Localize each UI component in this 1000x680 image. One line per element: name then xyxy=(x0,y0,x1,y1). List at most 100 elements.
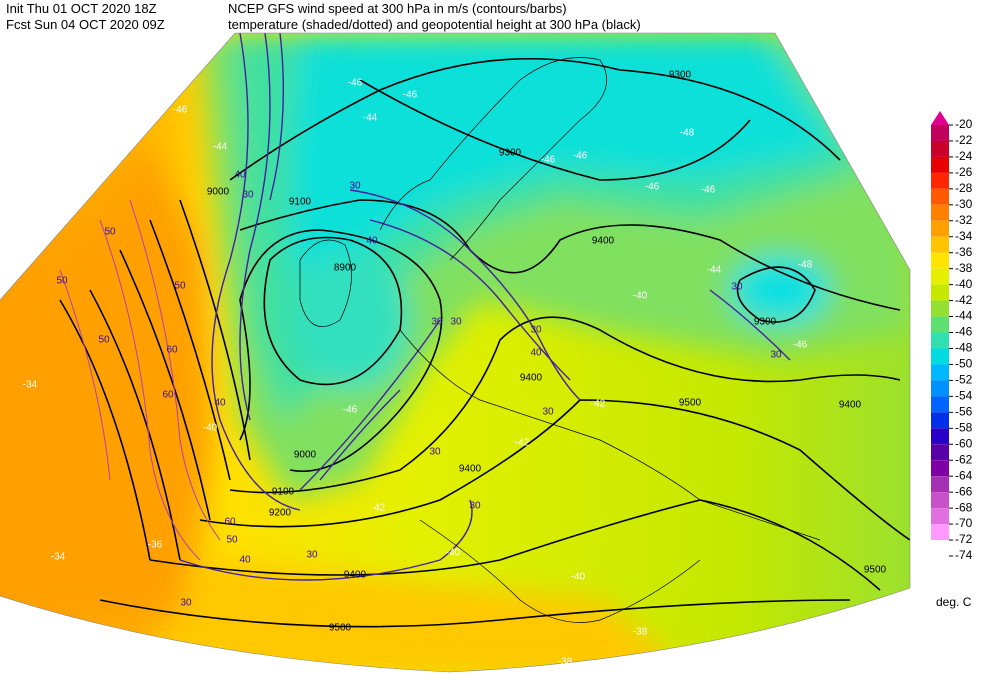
height-label: 9100 xyxy=(272,487,295,498)
temperature-label: -40 xyxy=(446,548,461,559)
colorbar-label: -44 xyxy=(955,309,973,323)
colorbar-label: -66 xyxy=(955,484,973,498)
colorbar-unit: deg. C xyxy=(936,595,972,609)
colorbar-box xyxy=(931,140,949,157)
colorbar-label: -28 xyxy=(955,181,973,195)
temperature-label: -46 xyxy=(173,105,188,116)
height-label: 9000 xyxy=(207,187,230,198)
temperature-label: -42 xyxy=(591,399,606,410)
colorbar-box xyxy=(931,236,949,253)
colorbar-box xyxy=(931,508,949,525)
temperature-label: -44 xyxy=(707,265,722,276)
colorbar-box xyxy=(931,252,949,269)
height-label: 9200 xyxy=(269,508,292,519)
colorbar-box xyxy=(931,316,949,333)
wind-label: 30 xyxy=(542,407,554,418)
temperature-label: -34 xyxy=(51,552,66,563)
colorbar-label: -30 xyxy=(955,197,973,211)
temperature-label: -48 xyxy=(798,260,813,271)
colorbar-box xyxy=(931,156,949,173)
colorbar-label: -36 xyxy=(955,245,973,259)
temperature-label: -46 xyxy=(348,78,363,89)
height-label: 9500 xyxy=(329,623,352,634)
colorbar-box xyxy=(931,172,949,189)
wind-contours xyxy=(179,33,791,581)
wind-label: 40 xyxy=(530,348,542,359)
colorbar-label: -70 xyxy=(955,516,973,530)
wind-label: 60 xyxy=(166,345,178,356)
colorbar-box xyxy=(931,364,949,381)
colorbar-label: -68 xyxy=(955,500,973,514)
wind-label: 30 xyxy=(349,181,361,192)
wind-label: 30 xyxy=(429,447,441,458)
wind-label: 30 xyxy=(242,190,254,201)
colorbar-label: -38 xyxy=(955,261,973,275)
temperature-label: -46 xyxy=(701,185,716,196)
map-area xyxy=(0,33,910,672)
temperature-label: -36 xyxy=(148,540,163,551)
colorbar-label: -42 xyxy=(955,293,973,307)
colorbar-label: -40 xyxy=(955,277,973,291)
colorbar-box xyxy=(931,444,949,461)
colorbar-box xyxy=(931,188,949,205)
colorbar-label: -46 xyxy=(955,325,973,339)
temperature-label: -42 xyxy=(371,503,386,514)
wind-contours-strong xyxy=(59,199,221,561)
temperature-label: -40 xyxy=(203,423,218,434)
init-time: Init Thu 01 OCT 2020 18Z xyxy=(6,1,157,16)
forecast-time: Fcst Sun 04 OCT 2020 09Z xyxy=(6,17,165,32)
colorbar-box xyxy=(931,125,949,141)
height-label: 9000 xyxy=(294,450,317,461)
wind-label: 30 xyxy=(731,282,743,293)
wind-label: 50 xyxy=(56,276,68,287)
temperature-label: -46 xyxy=(541,155,556,166)
colorbar-box xyxy=(931,476,949,493)
colorbar-label: -26 xyxy=(955,165,973,179)
height-label: 9400 xyxy=(520,373,543,384)
colorbar-label: -20 xyxy=(955,117,973,131)
colorbar-label: -32 xyxy=(955,213,973,227)
height-label: 9100 xyxy=(289,197,312,208)
temperature-label: -40 xyxy=(571,572,586,583)
colorbar-label: -48 xyxy=(955,341,973,355)
colorbar-label: -22 xyxy=(955,133,973,147)
colorbar-label: -74 xyxy=(955,548,973,562)
colorbar-box xyxy=(931,204,949,221)
map-labels: -46 -44 -46 -44 -46 -46 -46 -48 -46 -46 -44 -48 -46 -… xyxy=(23,70,887,668)
title-line-2: temperature (shaded/dotted) and geopoten… xyxy=(228,17,641,32)
wind-label: 30 xyxy=(530,325,542,336)
wind-label: 40 xyxy=(366,236,378,247)
colorbar-box xyxy=(931,300,949,317)
wind-label: 50 xyxy=(104,227,116,238)
wind-label: 60 xyxy=(224,517,236,528)
wind-label: 60 xyxy=(162,390,174,401)
temperature-label: -46 xyxy=(343,405,358,416)
colorbar: -20 -22 -24 -26 -28 -30 -32 -34 -36 -38 -40 -42 -44 -… xyxy=(931,111,973,562)
wind-label: 50 xyxy=(174,281,186,292)
colorbar-label: -24 xyxy=(955,149,973,163)
temperature-label: -40 xyxy=(633,291,648,302)
colorbar-label: -58 xyxy=(955,420,973,434)
wind-label: 50 xyxy=(98,335,110,346)
wind-label: 30 xyxy=(431,317,443,328)
height-label: 9400 xyxy=(344,570,367,581)
map-border xyxy=(0,32,911,673)
wind-label: 30 xyxy=(770,350,782,361)
temperature-label: -46 xyxy=(573,151,588,162)
colorbar-label: -54 xyxy=(955,389,973,403)
coastlines xyxy=(299,57,821,623)
height-label: 9300 xyxy=(669,70,692,81)
colorbar-label: -34 xyxy=(955,229,973,243)
temperature-label: -48 xyxy=(680,128,695,139)
colorbar-label: -60 xyxy=(955,436,973,450)
wind-label: 40 xyxy=(239,555,251,566)
temperature-label: -46 xyxy=(793,340,808,351)
height-label: 9400 xyxy=(459,464,482,475)
colorbar-label: -72 xyxy=(955,532,973,546)
colorbar-label: -64 xyxy=(955,468,973,482)
temperature-label: -44 xyxy=(363,113,378,124)
wind-label: 30 xyxy=(306,550,318,561)
colorbar-label: -50 xyxy=(955,357,973,371)
temperature-label: -38 xyxy=(633,627,648,638)
